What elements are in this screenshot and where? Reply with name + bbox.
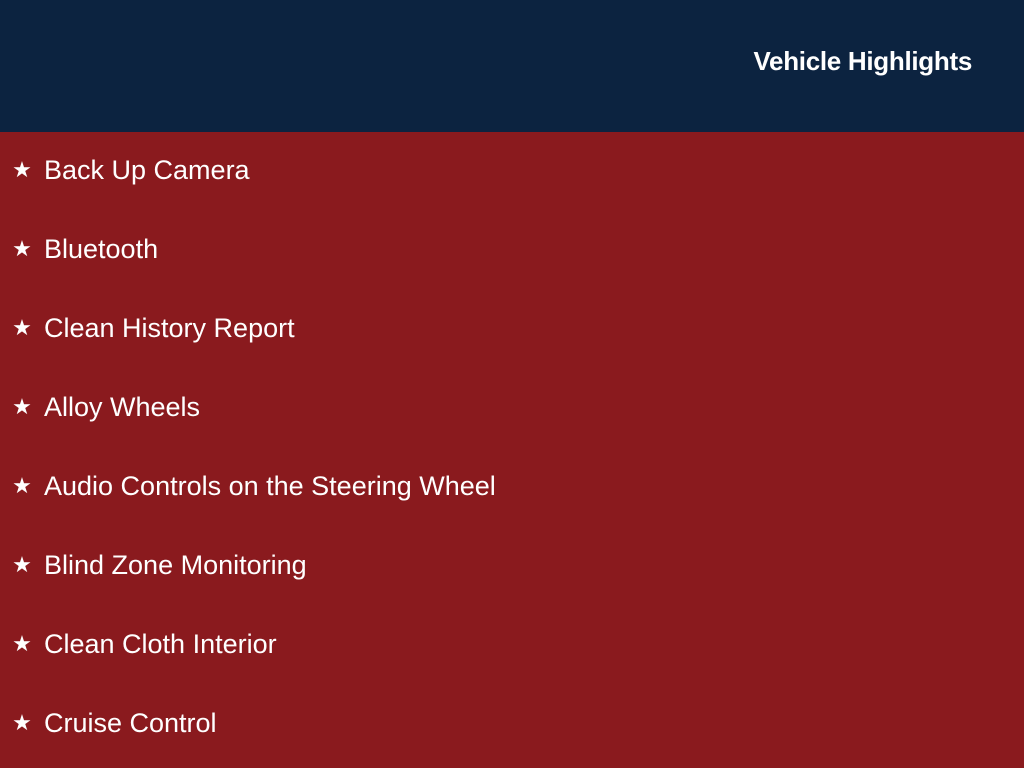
list-item: ★ Clean Cloth Interior bbox=[10, 624, 277, 664]
highlight-label: Alloy Wheels bbox=[44, 391, 201, 422]
highlight-label: Back Up Camera bbox=[44, 154, 250, 185]
star-icon: ★ bbox=[12, 552, 32, 577]
highlight-label: Clean History Report bbox=[44, 312, 295, 343]
list-item: ★ Alloy Wheels bbox=[10, 387, 200, 427]
list-item: ★ Back Up Camera bbox=[10, 150, 250, 190]
highlight-label: Blind Zone Monitoring bbox=[44, 549, 307, 580]
list-item: ★ Audio Controls on the Steering Wheel bbox=[10, 466, 496, 506]
page-title: Vehicle Highlights bbox=[753, 46, 972, 76]
highlight-label: Clean Cloth Interior bbox=[44, 628, 277, 659]
list-item: ★ Cruise Control bbox=[10, 703, 217, 743]
list-item: ★ Bluetooth bbox=[10, 229, 158, 269]
highlight-label: Bluetooth bbox=[44, 233, 159, 264]
star-icon: ★ bbox=[12, 394, 32, 419]
star-icon: ★ bbox=[12, 157, 32, 182]
highlight-label: Cruise Control bbox=[44, 707, 217, 738]
highlight-label: Audio Controls on the Steering Wheel bbox=[44, 470, 496, 501]
star-icon: ★ bbox=[12, 315, 32, 340]
list-item: ★ Clean History Report bbox=[10, 308, 295, 348]
star-icon: ★ bbox=[12, 236, 32, 261]
star-icon: ★ bbox=[12, 710, 32, 735]
list-item: ★ Blind Zone Monitoring bbox=[10, 545, 307, 585]
header-bar: Vehicle Highlights bbox=[0, 0, 1024, 132]
star-icon: ★ bbox=[12, 631, 32, 656]
star-icon: ★ bbox=[12, 473, 32, 498]
